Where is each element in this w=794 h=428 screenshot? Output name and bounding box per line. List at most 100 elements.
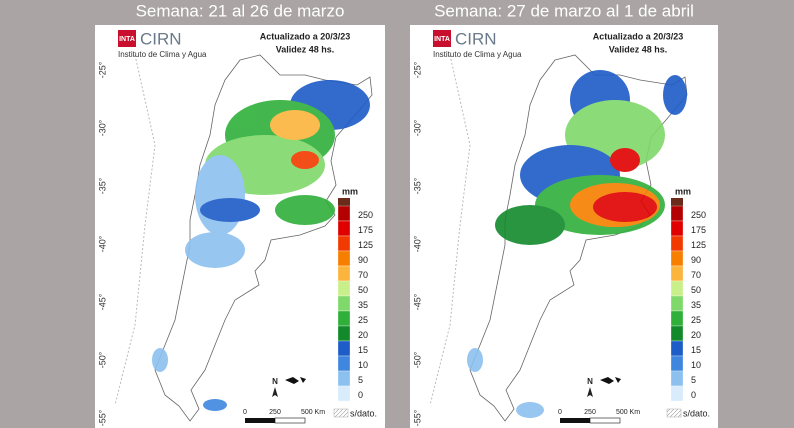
lat-label: -50° bbox=[97, 351, 107, 368]
legend-swatch bbox=[337, 355, 351, 372]
legend-swatch bbox=[670, 325, 684, 342]
legend-label: 35 bbox=[358, 300, 368, 310]
legend-label: 20 bbox=[358, 330, 368, 340]
legend-swatch bbox=[337, 295, 351, 312]
legend-label: 20 bbox=[691, 330, 701, 340]
scale-bar bbox=[560, 418, 590, 423]
legend-swatch bbox=[337, 385, 351, 402]
islands bbox=[285, 377, 306, 384]
logo-subtitle: Instituto de Clima y Agua bbox=[433, 50, 522, 59]
logo-badge-text: INTA bbox=[119, 36, 135, 43]
scale-label: 0 bbox=[558, 409, 562, 416]
legend-swatch bbox=[670, 385, 684, 402]
legend-label: 5 bbox=[691, 375, 696, 385]
legend-label: 90 bbox=[691, 255, 701, 265]
legend-label: 15 bbox=[691, 345, 701, 355]
logo-name: CIRN bbox=[455, 29, 497, 48]
legend-swatch bbox=[670, 220, 684, 237]
scale-bar bbox=[245, 418, 275, 423]
legend-swatch bbox=[670, 310, 684, 327]
legend-swatch bbox=[670, 250, 684, 267]
legend-label: 15 bbox=[358, 345, 368, 355]
islands bbox=[600, 377, 621, 384]
legend-label: 175 bbox=[691, 225, 706, 235]
legend-label: 50 bbox=[691, 285, 701, 295]
legend-label: 70 bbox=[358, 270, 368, 280]
legend-label: 90 bbox=[358, 255, 368, 265]
legend-swatch bbox=[670, 205, 684, 222]
validity: Validez 48 hs. bbox=[276, 44, 335, 54]
north: N bbox=[587, 377, 593, 386]
legend-swatch bbox=[337, 310, 351, 327]
legend-swatch-top bbox=[338, 198, 350, 206]
lat-label: -55° bbox=[97, 409, 107, 426]
logo-subtitle: Instituto de Clima y Agua bbox=[118, 50, 207, 59]
map-panel: INTA CIRN Instituto de Clima y Agua Actuali… bbox=[410, 25, 718, 428]
north: N bbox=[272, 377, 278, 386]
legend-label: 25 bbox=[358, 315, 368, 325]
legend-label: 50 bbox=[358, 285, 368, 295]
logo-name: CIRN bbox=[140, 29, 182, 48]
lat-label: -35° bbox=[412, 177, 422, 194]
legend-swatch bbox=[670, 355, 684, 372]
updated: Actualizado a 20/3/23 bbox=[260, 31, 351, 41]
lat-label: -40° bbox=[412, 235, 422, 252]
legend-label: 25 bbox=[691, 315, 701, 325]
legend-swatch bbox=[670, 235, 684, 252]
lat-label: -40° bbox=[97, 235, 107, 252]
legend-swatch bbox=[337, 325, 351, 342]
coast bbox=[429, 54, 471, 406]
legend-label: 10 bbox=[358, 360, 368, 370]
no-data-label: s/dato. bbox=[350, 408, 377, 418]
legend-swatch-top bbox=[671, 198, 683, 206]
legend-label: 250 bbox=[691, 210, 706, 220]
legend-swatch bbox=[337, 340, 351, 357]
north-arrow bbox=[587, 387, 593, 397]
legend-unit: mm bbox=[342, 186, 358, 196]
scale-label: 500 Km bbox=[616, 409, 640, 416]
scale-label: 250 bbox=[269, 409, 281, 416]
panel-title: Semana: 27 de marzo al 1 de abril bbox=[434, 1, 694, 20]
legend-label: 175 bbox=[358, 225, 373, 235]
legend-label: 0 bbox=[691, 390, 696, 400]
coast bbox=[114, 54, 156, 406]
scale-bar bbox=[274, 417, 306, 424]
scale-label: 250 bbox=[584, 409, 596, 416]
logo-badge bbox=[118, 30, 136, 47]
lat-label: -30° bbox=[412, 119, 422, 136]
legend-swatch bbox=[337, 250, 351, 267]
scale-label: 0 bbox=[243, 409, 247, 416]
legend-swatch bbox=[670, 295, 684, 312]
legend-swatch bbox=[337, 235, 351, 252]
legend-label: 125 bbox=[691, 240, 706, 250]
legend-label: 35 bbox=[691, 300, 701, 310]
legend-swatch bbox=[337, 265, 351, 282]
legend-unit: mm bbox=[675, 186, 691, 196]
legend-label: 0 bbox=[358, 390, 363, 400]
lat-label: -25° bbox=[412, 61, 422, 78]
legend-swatch bbox=[670, 280, 684, 297]
scale-label: 500 Km bbox=[301, 409, 325, 416]
no-data-swatch bbox=[333, 408, 349, 418]
legend-label: 125 bbox=[358, 240, 373, 250]
panel-title: Semana: 21 al 26 de marzo bbox=[136, 1, 345, 20]
lat-label: -45° bbox=[412, 293, 422, 310]
scale-bar bbox=[589, 417, 621, 424]
lat-label: -30° bbox=[97, 119, 107, 136]
validity: Validez 48 hs. bbox=[609, 44, 668, 54]
lat-label: -50° bbox=[412, 351, 422, 368]
legend-label: 70 bbox=[691, 270, 701, 280]
lat-label: -55° bbox=[412, 409, 422, 426]
legend-label: 5 bbox=[358, 375, 363, 385]
legend-label: 10 bbox=[691, 360, 701, 370]
logo-badge bbox=[433, 30, 451, 47]
no-data-label: s/dato. bbox=[683, 408, 710, 418]
updated: Actualizado a 20/3/23 bbox=[593, 31, 684, 41]
legend-swatch bbox=[670, 340, 684, 357]
lat-label: -25° bbox=[97, 61, 107, 78]
legend-swatch bbox=[337, 205, 351, 222]
legend-label: 250 bbox=[358, 210, 373, 220]
map-panel: INTA CIRN Instituto de Clima y Agua Actuali… bbox=[95, 25, 385, 428]
legend-swatch bbox=[337, 370, 351, 387]
